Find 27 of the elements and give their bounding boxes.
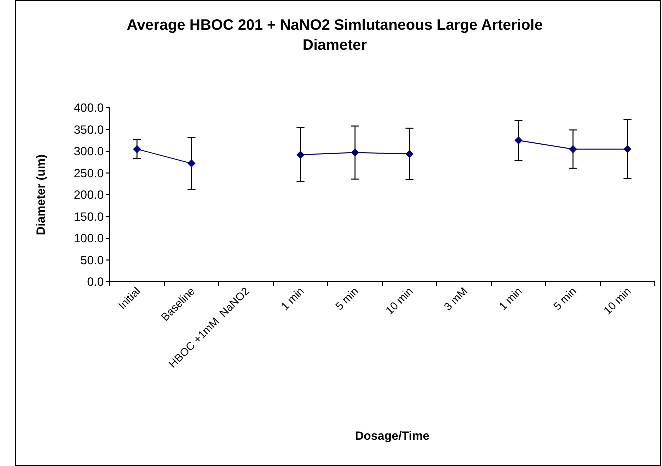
y-tick-label: 250.0 xyxy=(74,166,104,180)
point xyxy=(569,145,578,154)
y-tick-label: 150.0 xyxy=(74,210,104,224)
point xyxy=(188,160,196,168)
x-tick-label: 1 min xyxy=(497,286,525,314)
x-tick-label: 5 min xyxy=(552,286,580,314)
x-tick-label: 10 min xyxy=(602,286,634,318)
point xyxy=(514,136,523,145)
point xyxy=(406,150,414,158)
chart-title: Average HBOC 201 + NaNO2 Simlutaneous Large Arteriole Diameter xyxy=(126,17,544,54)
y-tick-label: 350.0 xyxy=(74,122,104,137)
point xyxy=(133,145,142,154)
y-tick-label: 50.0 xyxy=(80,253,104,268)
y-axis-title: Diameter (um) xyxy=(34,154,48,236)
x-tick-label: 10 min xyxy=(384,286,416,318)
y-tick-label: 100.0 xyxy=(74,232,104,246)
point xyxy=(296,150,305,159)
y-tick-label: 200.0 xyxy=(74,188,104,202)
x-axis-title: Dosage/Time xyxy=(355,429,430,443)
point xyxy=(624,145,632,154)
y-tick-label: 0.0 xyxy=(87,275,104,290)
point xyxy=(351,148,360,157)
y-tick-label: 300.0 xyxy=(74,144,104,159)
y-tick-label: 400.0 xyxy=(74,101,104,116)
x-tick-label: 3 mM xyxy=(442,286,470,314)
x-tick-label: 1 min xyxy=(279,286,307,314)
x-tick-label: 5 min xyxy=(334,286,362,314)
